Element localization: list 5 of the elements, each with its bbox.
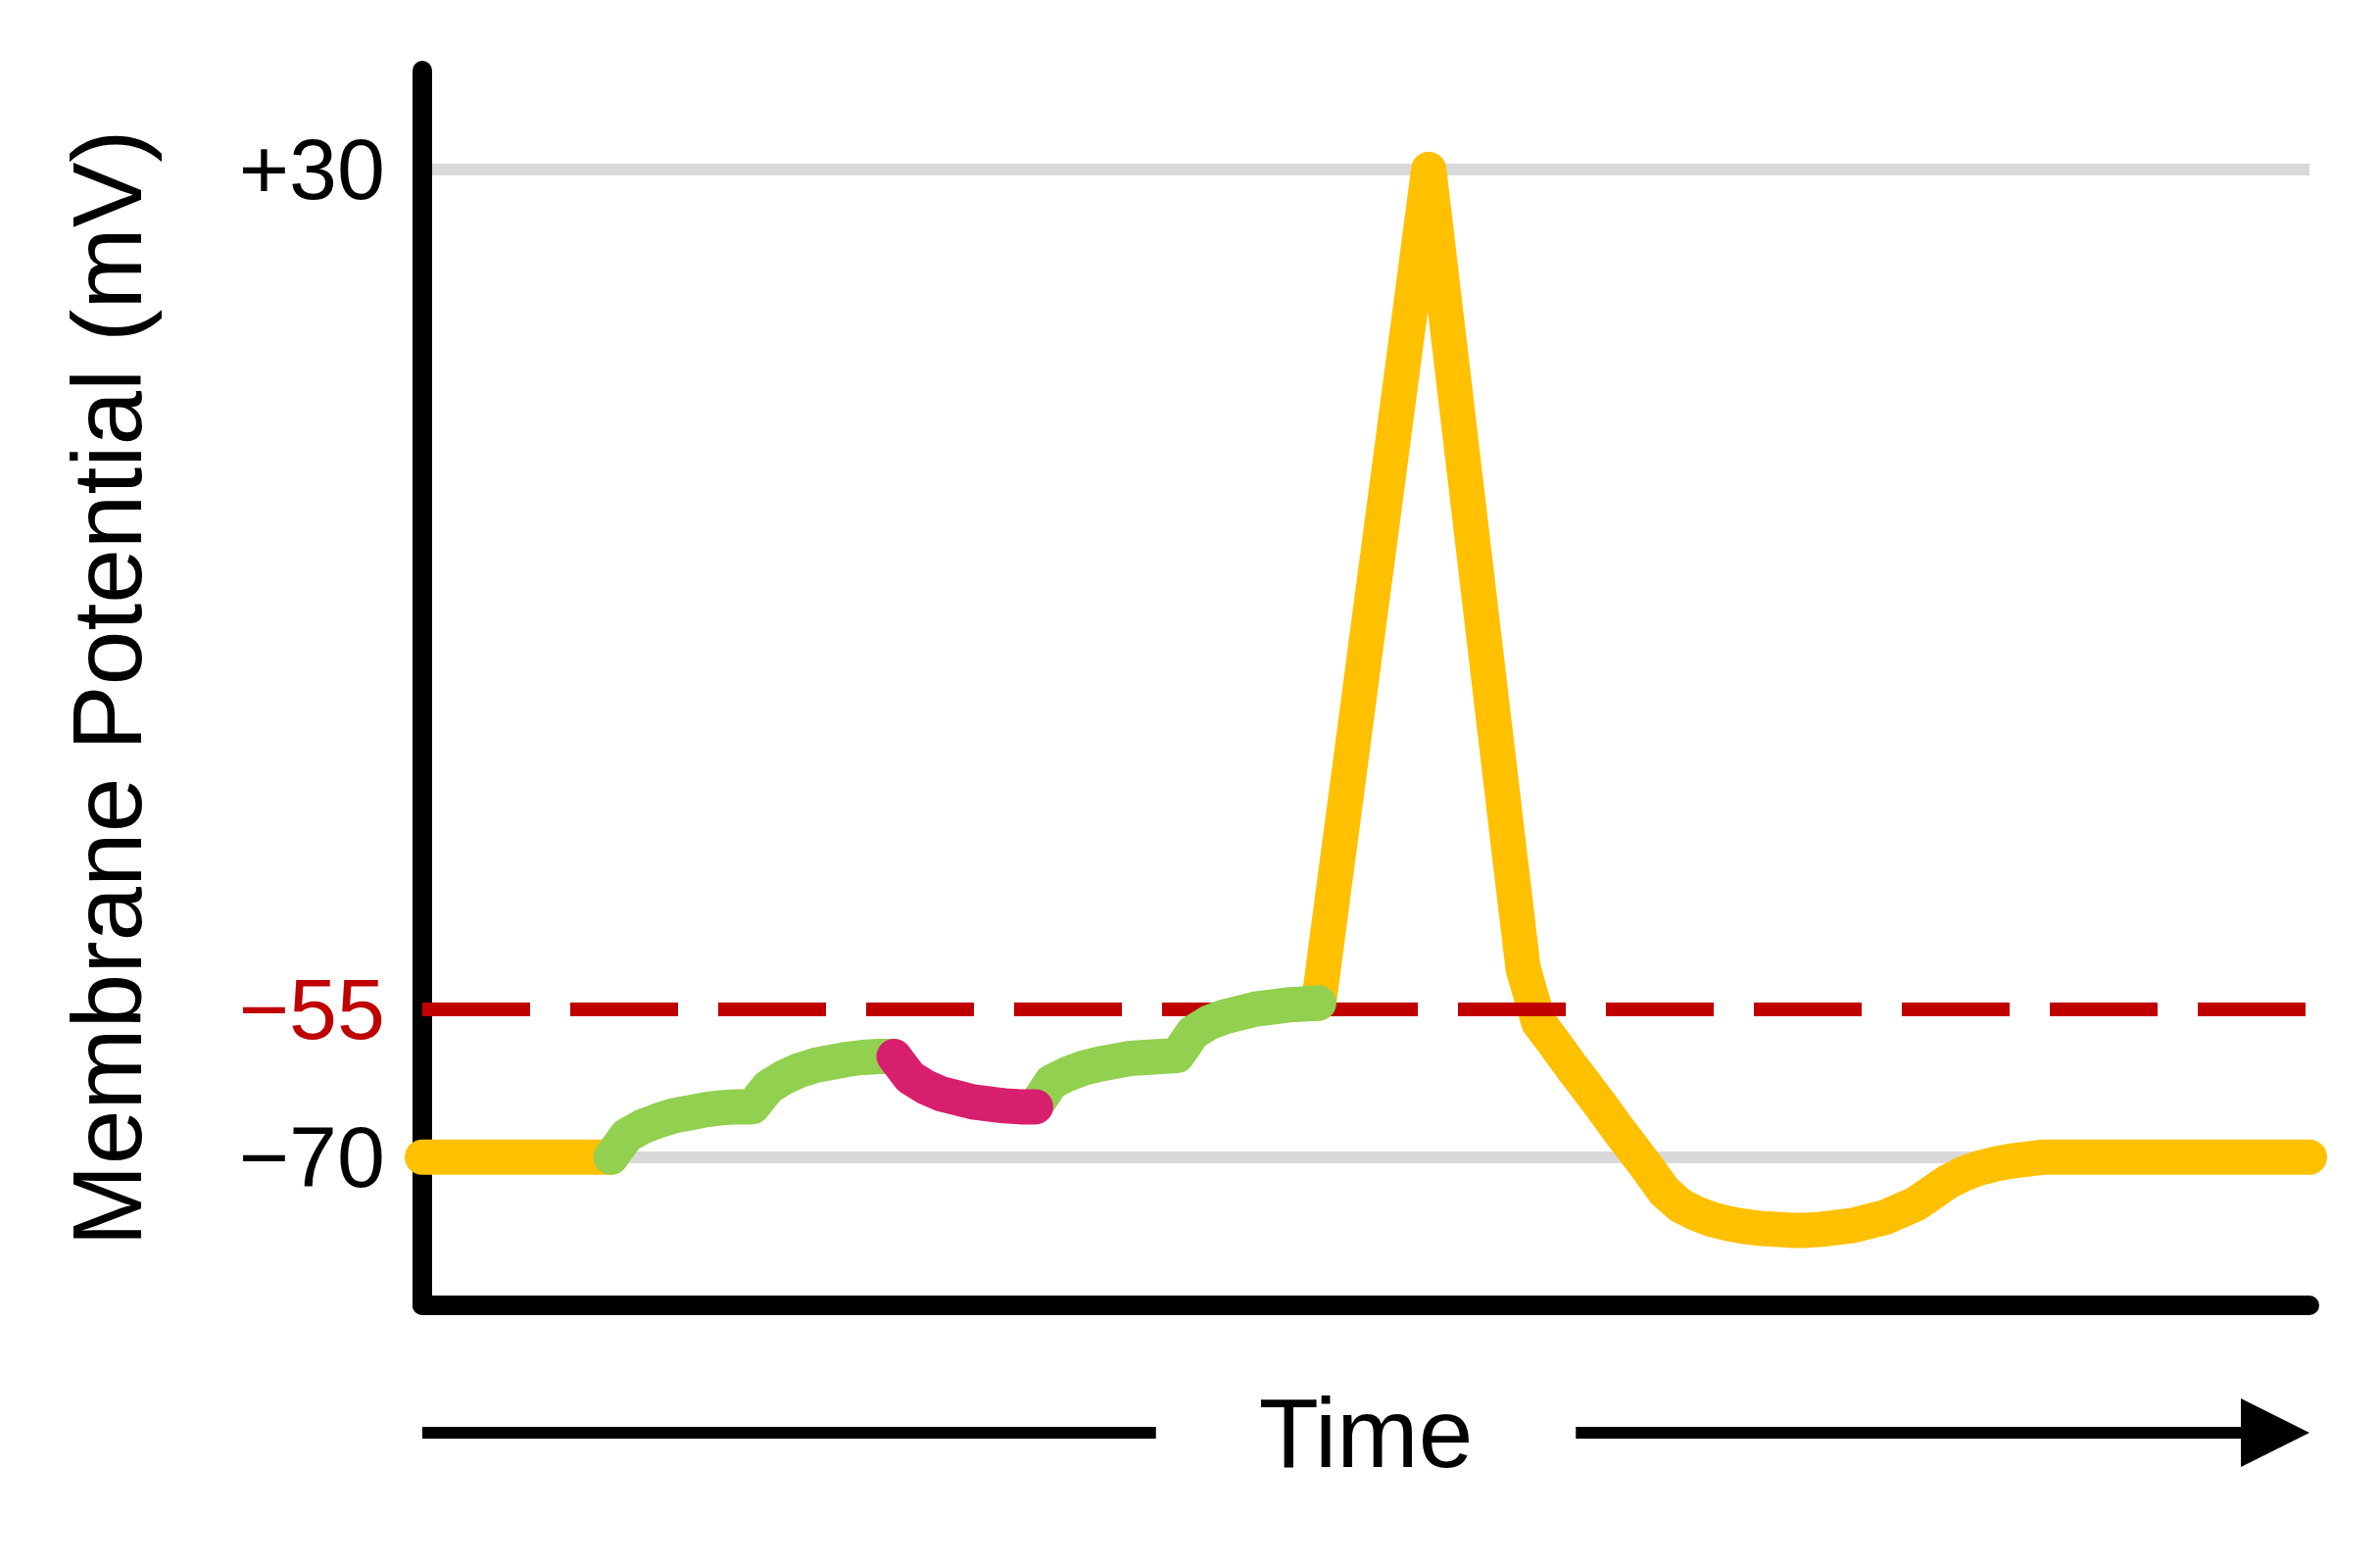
x-axis-title: Time [1258, 1378, 1474, 1488]
y-tick-label: +30 [238, 121, 385, 219]
ref-line-label: −55 [238, 960, 385, 1058]
y-axis-title: Membrane Potential (mV) [52, 129, 162, 1247]
y-tick-label: −70 [238, 1108, 385, 1206]
